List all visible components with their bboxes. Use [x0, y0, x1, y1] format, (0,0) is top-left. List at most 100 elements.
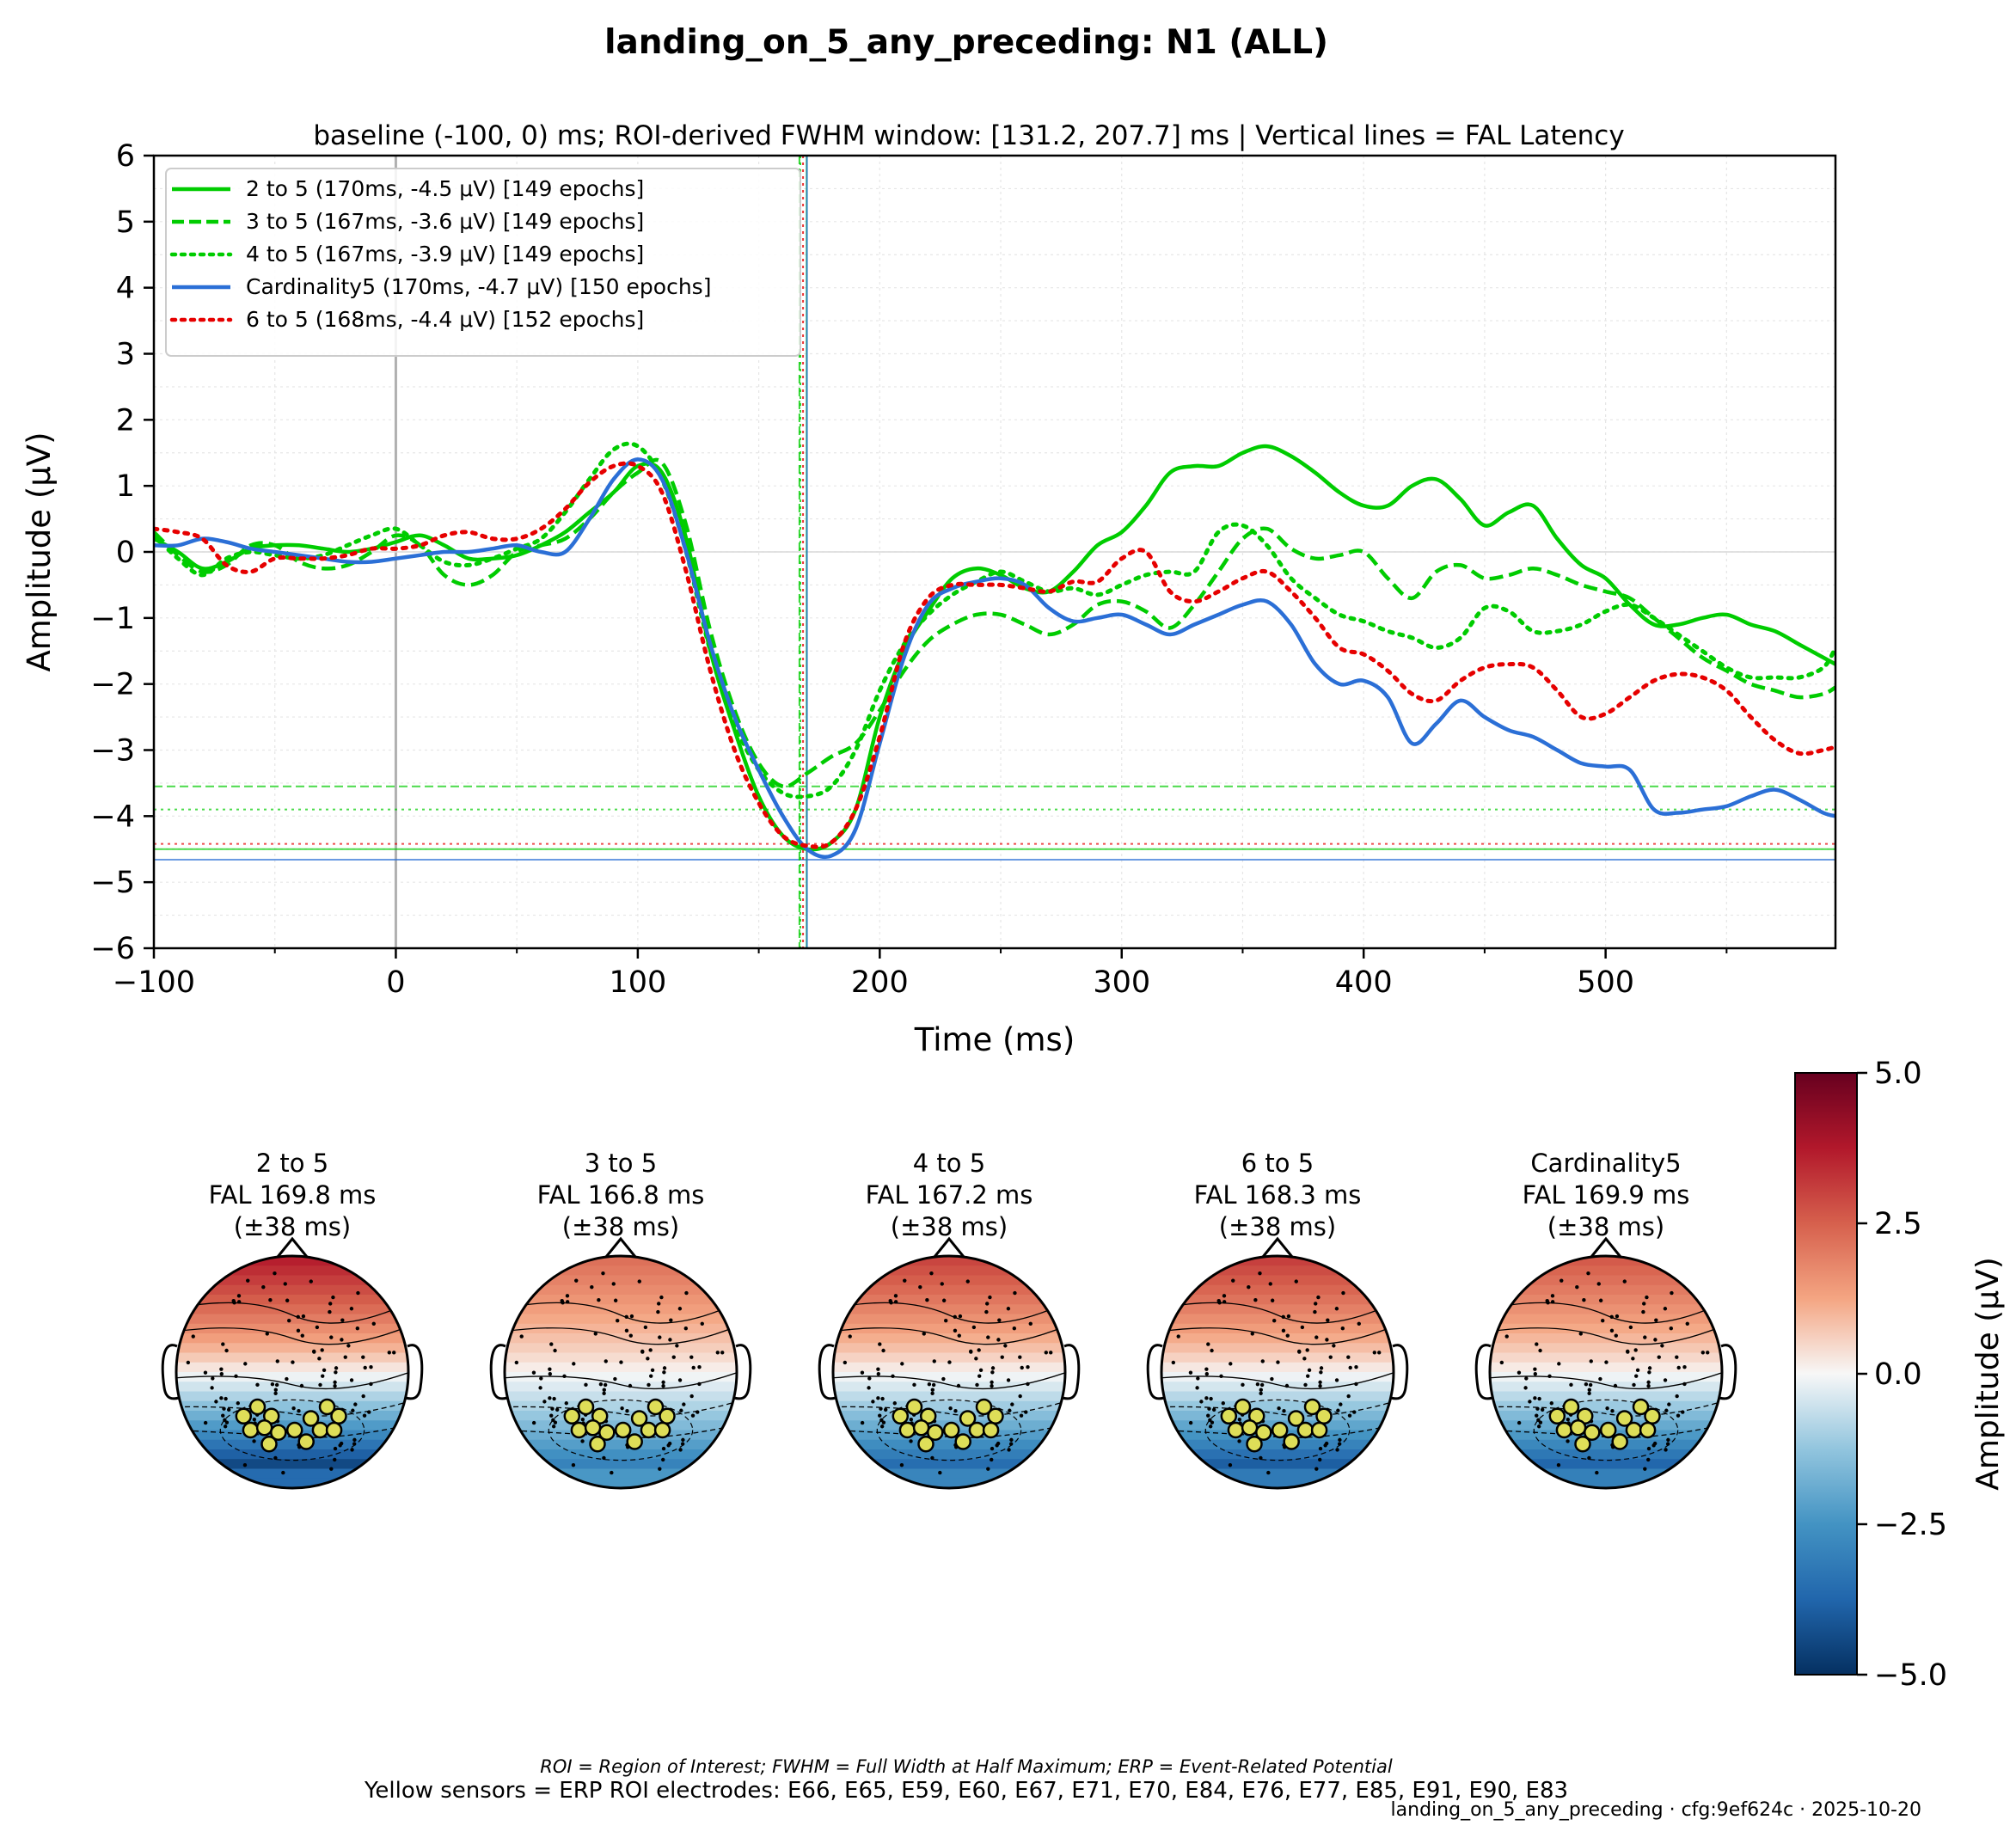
sensor-dot: [1357, 1321, 1361, 1326]
sensor-dot: [232, 1301, 236, 1305]
sensor-dot: [893, 1294, 898, 1298]
sensor-dot: [1536, 1424, 1541, 1429]
sensor-dot: [1210, 1348, 1214, 1353]
topomap-band: [1161, 1372, 1394, 1383]
head-outline: [1160, 1254, 1395, 1490]
sensor-dot: [1549, 1401, 1553, 1406]
sensor-dot: [929, 1271, 934, 1276]
sensor-dot: [974, 1357, 978, 1361]
sensor-dot: [1250, 1332, 1254, 1336]
sensor-dot: [1018, 1355, 1022, 1359]
sensor-dot: [695, 1410, 700, 1414]
sensor-dot: [1517, 1420, 1522, 1425]
right-ear: [1719, 1344, 1737, 1400]
roi-electrode: [330, 1407, 347, 1425]
topomap-band: [833, 1343, 1065, 1354]
sensor-dot: [1628, 1325, 1633, 1330]
sensor-dot: [1195, 1386, 1199, 1390]
sensor-dot: [1632, 1382, 1636, 1388]
sensor-dot: [1377, 1351, 1382, 1355]
roi-electrode: [318, 1398, 336, 1416]
sensor-dot: [1685, 1321, 1689, 1326]
roi-electrode: [1548, 1407, 1566, 1425]
sensor-dot: [1346, 1394, 1351, 1399]
sensor-dot: [990, 1383, 994, 1388]
topomap-band: [1490, 1352, 1722, 1363]
sensor-dot: [1604, 1360, 1609, 1364]
sensor-dot: [603, 1382, 608, 1388]
sensor-dot: [315, 1325, 320, 1330]
topomap-band: [1161, 1343, 1394, 1354]
sensor-dot: [571, 1462, 576, 1467]
sensor-dot: [1328, 1355, 1333, 1359]
sensor-dot: [285, 1298, 290, 1302]
sensor-dot: [1557, 1362, 1561, 1366]
sensor-dot: [1533, 1371, 1538, 1376]
roi-electrode: [577, 1398, 595, 1416]
sensor-dot: [1535, 1413, 1539, 1418]
sensor-dot: [931, 1382, 936, 1388]
sensor-dot: [1255, 1382, 1260, 1387]
roi-electrode: [302, 1410, 320, 1427]
roi-electrode: [1611, 1433, 1628, 1450]
roi-electrode: [1555, 1421, 1573, 1439]
sensor-dot: [1325, 1338, 1329, 1342]
sensor-dot: [720, 1351, 725, 1355]
sensor-dot: [1300, 1325, 1305, 1330]
sensor-dot: [548, 1371, 553, 1376]
sensor-dot: [602, 1391, 606, 1395]
topomap-band: [176, 1352, 408, 1363]
sensor-dot: [551, 1418, 555, 1423]
sensor-dot: [925, 1298, 929, 1302]
sensor-dot: [1589, 1359, 1593, 1363]
y-tick-label: 0: [116, 536, 135, 570]
sensor-dot: [243, 1362, 248, 1366]
sensor-dot: [878, 1342, 882, 1346]
sensor-dot: [1675, 1394, 1679, 1399]
sensor-dot: [1171, 1360, 1176, 1365]
sensor-dot: [340, 1318, 345, 1322]
topomap-band: [1161, 1400, 1394, 1412]
sensor-dot: [881, 1420, 886, 1424]
topomap-band: [176, 1323, 408, 1334]
sensor-dot: [1663, 1378, 1668, 1382]
topomap-band: [1161, 1304, 1394, 1315]
sensor-dot: [574, 1278, 579, 1283]
sensor-dot: [1305, 1348, 1309, 1352]
sensor-dot: [1318, 1380, 1322, 1385]
roi-electrode: [1562, 1398, 1580, 1416]
chart-subtitle: baseline (-100, 0) ms; ROI-derived FWHM …: [313, 120, 1624, 151]
topomap-band: [1490, 1304, 1722, 1315]
sensor-dot: [689, 1355, 694, 1359]
roi-electrode: [630, 1410, 648, 1427]
sensor-dot: [876, 1367, 880, 1371]
sensor-dot: [1241, 1382, 1245, 1388]
topomap-band: [833, 1323, 1065, 1334]
sensor-dot: [1012, 1326, 1017, 1331]
sensor-dot: [273, 1271, 277, 1276]
left-ear: [161, 1344, 180, 1400]
sensor-dot: [353, 1402, 358, 1406]
roi-electrode: [1271, 1421, 1289, 1439]
contour-line: [219, 1399, 365, 1461]
sensor-dot: [662, 1366, 667, 1370]
sensor-dot: [697, 1365, 702, 1369]
y-tick-label: 1: [116, 469, 135, 504]
topomap-band: [1490, 1343, 1722, 1354]
sensor-dot: [1535, 1342, 1539, 1346]
sensor-dot: [1026, 1382, 1030, 1387]
sensor-dot: [1596, 1282, 1601, 1286]
sensor-dot: [1253, 1298, 1258, 1302]
sensor-dot: [953, 1408, 958, 1413]
sensor-dot: [1009, 1437, 1014, 1443]
sensor-dot: [658, 1467, 662, 1471]
sensor-dot: [1535, 1406, 1540, 1411]
sensor-dot: [947, 1360, 952, 1364]
sensor-dot: [628, 1333, 633, 1338]
sensor-dot: [1598, 1376, 1602, 1382]
topomap-band: [1490, 1411, 1722, 1422]
right-ear: [405, 1344, 424, 1400]
sensor-dot: [291, 1360, 295, 1364]
